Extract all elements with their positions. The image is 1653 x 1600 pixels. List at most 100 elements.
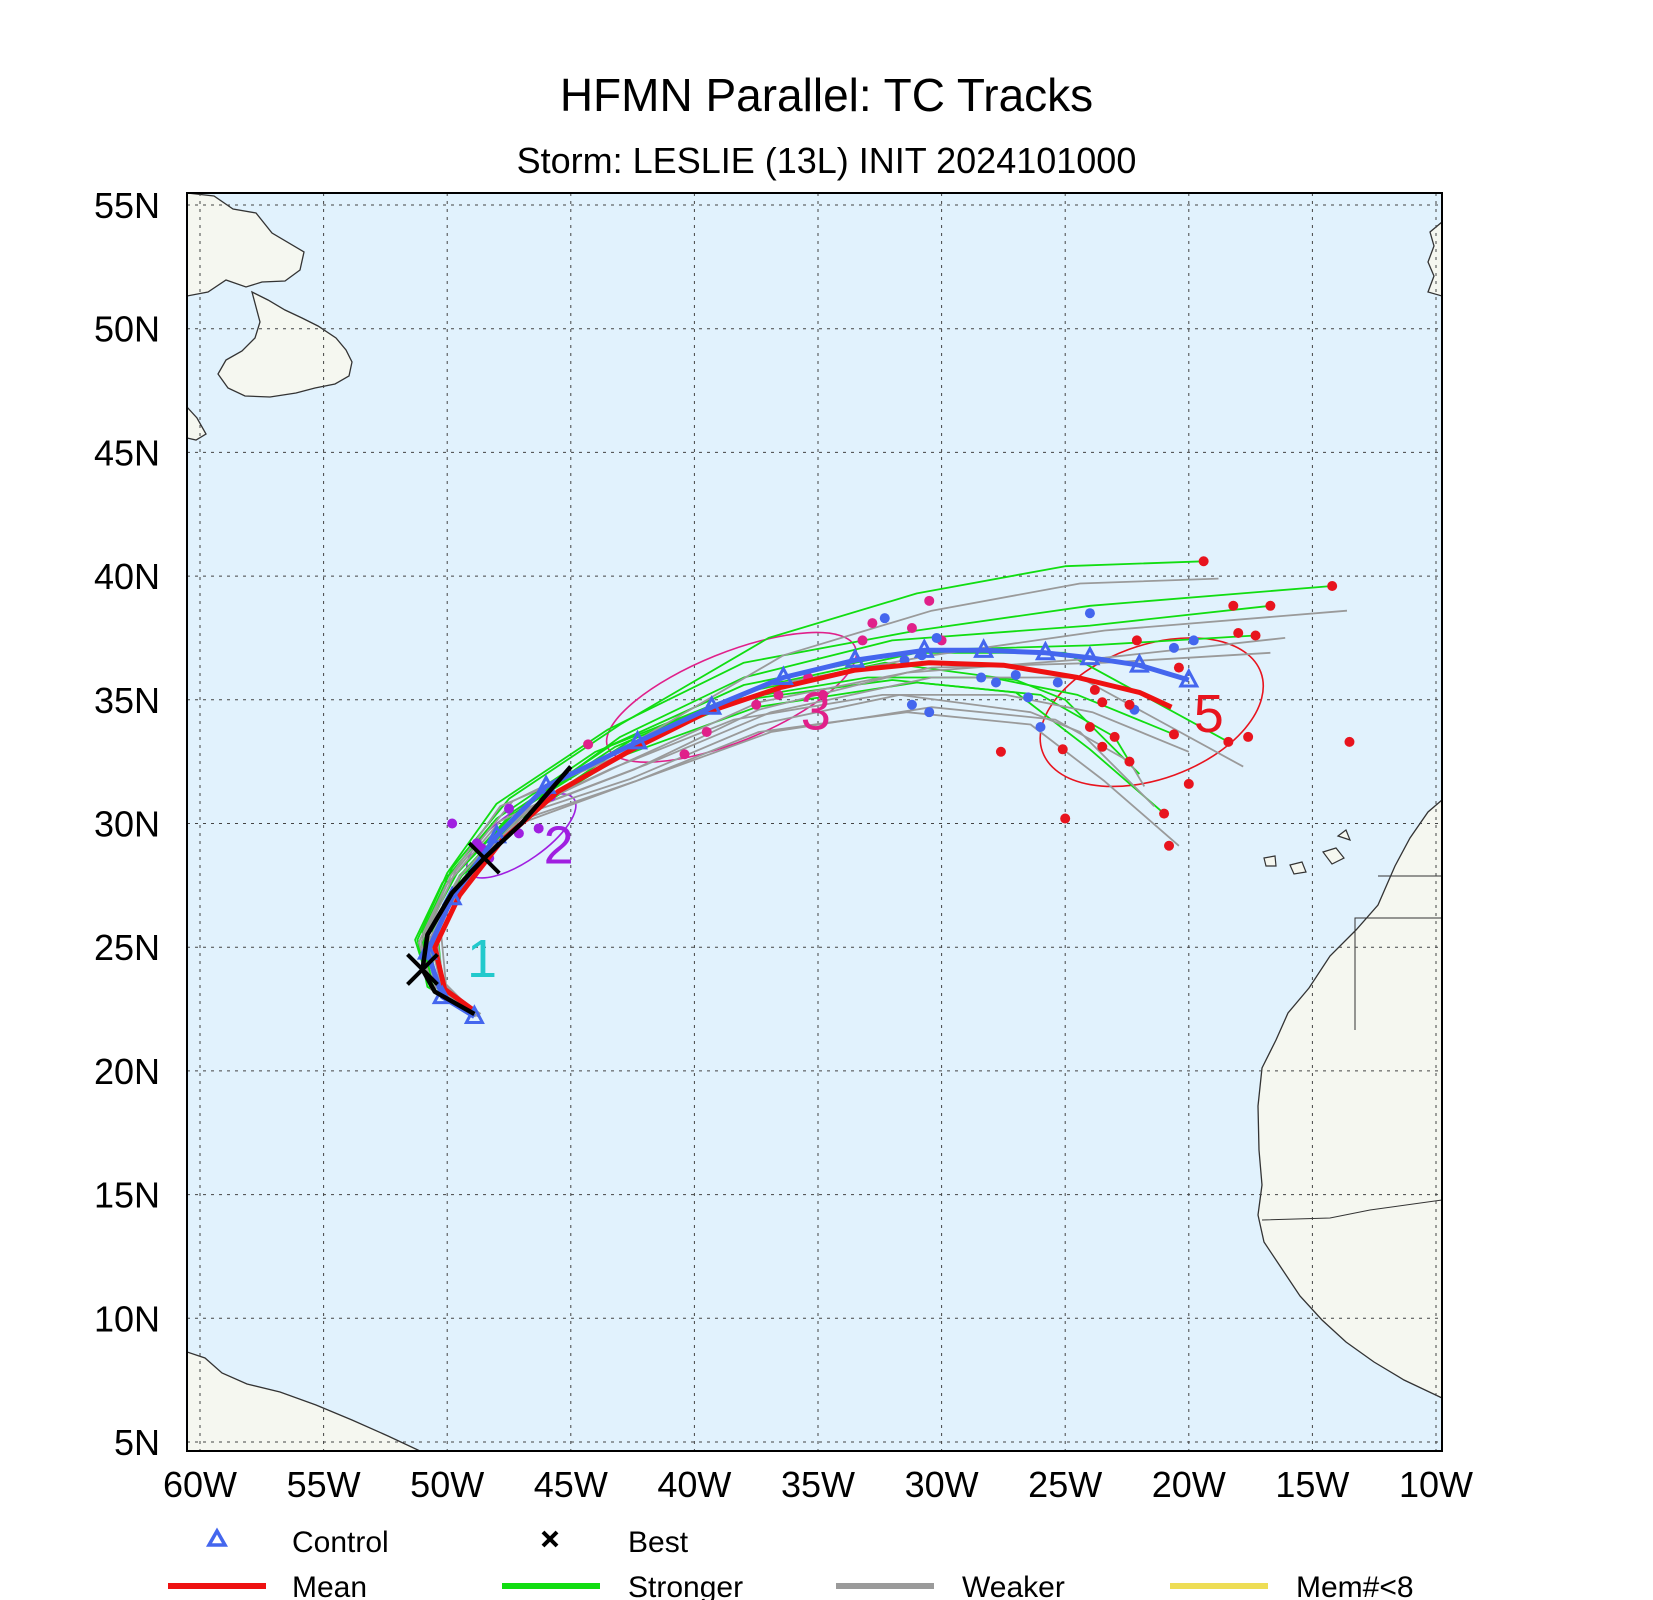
end-point [1089,684,1100,695]
end-point [1198,556,1209,567]
day4-point [1035,722,1046,733]
lon-tick-label: 50W [410,1464,484,1505]
day-label: 2 [544,815,574,875]
lat-tick-label: 45N [94,432,160,473]
lon-tick-label: 40W [657,1464,731,1505]
legend-stronger-label: Stronger [628,1571,743,1600]
day2-point [533,823,544,834]
legend: Control Best Mean Stronger Weaker Mem#<8 [168,1526,1414,1600]
lon-tick-label: 55W [287,1464,361,1505]
landmass-africa [1257,799,1442,1399]
end-point [1228,600,1239,611]
day3-point [867,618,878,629]
day3-point [701,726,712,737]
end-point [1131,635,1142,646]
end-point [1173,662,1184,673]
day-label: 1 [467,929,497,989]
day4-point [931,632,942,643]
control-triangle [913,638,935,658]
end-point [1109,731,1120,742]
legend-best-symbol [541,1530,559,1548]
axis-labels: 60W 55W 50W 45W 40W 35W 30W 25W 20W 15W 10W55N50N4… [94,185,1473,1505]
border-senegal [1261,1199,1442,1221]
end-point [1344,736,1355,747]
best-track-line [420,765,573,1016]
end-point [995,746,1006,757]
lon-tick-label: 45W [534,1464,608,1505]
day3-point [857,635,868,646]
day4-point [976,672,987,683]
end-point [1183,778,1194,789]
chart-subtitle: Storm: LESLIE (13L) INIT 2024101000 [516,140,1137,181]
day-label: 3 [801,682,831,742]
forecast-ellipse [1039,637,1265,788]
day-labels: 12 3 5 [467,682,1224,989]
lon-tick-label: 10W [1399,1464,1473,1505]
control-triangle [1079,645,1101,666]
end-point [1164,840,1175,851]
day3-point [679,749,690,760]
control-triangle [1178,667,1200,688]
lat-tick-label: 25N [94,927,160,968]
day3-point [773,689,784,700]
day4-point [1188,635,1199,646]
control-triangle [486,823,508,844]
lat-tick-label: 35N [94,680,160,721]
end-point [1159,808,1170,819]
end-point [1097,697,1108,708]
end-point [1265,600,1276,611]
island-canaries-3 [1263,855,1277,867]
control-triangle [627,729,649,750]
landmass-nova-scotia [187,406,207,441]
day4-point [1023,692,1034,703]
end-point [1250,630,1261,641]
control-triangle [772,665,794,686]
end-point [1233,628,1244,639]
island-madeira [1336,829,1352,841]
day4-point [1084,608,1095,619]
day2-point [504,803,514,814]
day4-point [1010,670,1021,681]
lat-tick-label: 10N [94,1298,160,1339]
landmass-south-america [187,1351,421,1451]
day3-point [924,595,935,606]
end-point [1057,744,1068,755]
legend-mem-label: Mem#<8 [1296,1571,1414,1600]
lon-tick-label: 15W [1275,1464,1349,1505]
day4-point [990,677,1001,688]
day4-point [1052,677,1063,688]
lat-tick-label: 30N [94,804,160,845]
lon-tick-label: 20W [1152,1464,1226,1505]
ocean-background [187,193,1442,1451]
land-layer [187,193,1442,1451]
control-track-line [424,647,1190,1019]
lat-tick-label: 15N [94,1175,160,1216]
best-track [406,765,573,1016]
lat-tick-label: 50N [94,309,160,350]
control-triangle [973,638,995,658]
end-point [1060,813,1071,824]
plot-frame [186,192,1443,1452]
ensemble-track-weaker [440,676,1244,1015]
landmass-iberia [1427,221,1442,297]
day2-point [447,818,458,829]
control-triangle [463,1004,485,1024]
legend-best-label: Best [628,1526,689,1559]
day4-point [924,707,935,718]
legend-weaker-label: Weaker [962,1571,1065,1600]
control-triangle [1128,652,1150,673]
end-point [1084,722,1095,733]
day4-point [906,699,917,710]
day3-point [751,699,762,710]
legend-mean-label: Mean [292,1571,367,1600]
end-point [1223,736,1234,747]
day3-point [817,689,828,700]
lon-tick-label: 35W [781,1464,855,1505]
lon-tick-label: 60W [163,1464,237,1505]
end-point [1243,731,1254,742]
landmass-labrador [187,193,305,297]
control-triangle [701,695,723,715]
legend-control-symbol [205,1527,229,1547]
day-label: 5 [1194,684,1224,744]
lat-tick-label: 5N [114,1422,160,1463]
